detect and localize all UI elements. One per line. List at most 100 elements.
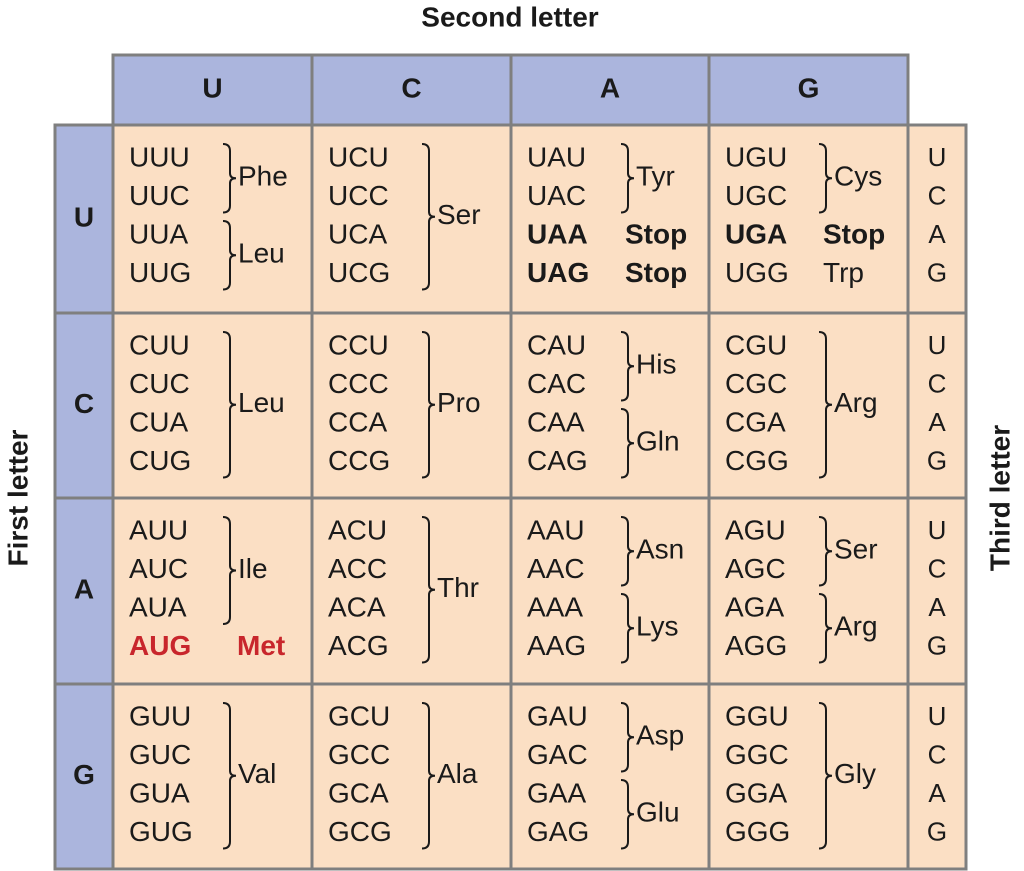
codon: GCC bbox=[328, 739, 390, 770]
bracket bbox=[818, 702, 833, 850]
codon: CUA bbox=[129, 406, 188, 437]
codon: GUC bbox=[129, 739, 191, 770]
bracket bbox=[421, 143, 436, 291]
third-letter: C bbox=[928, 368, 947, 398]
codon: CCU bbox=[328, 329, 389, 360]
bracket bbox=[620, 143, 635, 214]
bracket bbox=[421, 702, 436, 850]
codon: CUG bbox=[129, 445, 191, 476]
codon: GGU bbox=[725, 700, 789, 731]
codon: AAC bbox=[527, 553, 585, 584]
codon: ACG bbox=[328, 630, 389, 661]
third-letter: A bbox=[928, 778, 946, 808]
codon: UUG bbox=[129, 257, 191, 288]
codon: AAU bbox=[527, 514, 585, 545]
codon: AGC bbox=[725, 553, 786, 584]
row-letter: C bbox=[74, 388, 94, 419]
codon: GGC bbox=[725, 739, 789, 770]
bracket bbox=[620, 779, 635, 850]
codon: AUG bbox=[129, 630, 191, 661]
codon: CAU bbox=[527, 329, 586, 360]
amino-acid: Gln bbox=[636, 426, 680, 457]
amino-acid: Glu bbox=[636, 797, 680, 828]
third-letter: U bbox=[928, 701, 947, 731]
amino-acid: Stop bbox=[823, 218, 885, 249]
amino-acid: Gly bbox=[834, 758, 876, 789]
amino-acid: Ser bbox=[437, 199, 481, 230]
codon: UUU bbox=[129, 141, 190, 172]
row-letter: U bbox=[74, 201, 94, 232]
codon-cell bbox=[509, 311, 711, 500]
amino-acid: Lys bbox=[636, 611, 679, 642]
third-cell bbox=[906, 311, 968, 500]
amino-acid: Tyr bbox=[636, 161, 675, 192]
bracket bbox=[222, 143, 237, 214]
codon: AUU bbox=[129, 514, 188, 545]
row-header bbox=[53, 311, 115, 500]
codon: GAC bbox=[527, 739, 588, 770]
codon-cell bbox=[707, 311, 910, 500]
codon: CAC bbox=[527, 368, 586, 399]
third-letter: G bbox=[927, 630, 947, 660]
codon: GGA bbox=[725, 777, 788, 808]
codon-cell bbox=[111, 311, 314, 500]
column-header bbox=[310, 53, 513, 127]
third-letter: C bbox=[928, 553, 947, 583]
codon: UGA bbox=[725, 218, 787, 249]
codon: UCG bbox=[328, 257, 390, 288]
bracket bbox=[620, 408, 635, 479]
codon: CGC bbox=[725, 368, 787, 399]
bracket bbox=[421, 516, 436, 664]
codon: UCU bbox=[328, 141, 389, 172]
row-letter: G bbox=[73, 759, 95, 790]
third-letter: A bbox=[928, 592, 946, 622]
amino-acid: Trp bbox=[823, 257, 864, 288]
codon: CCA bbox=[328, 406, 387, 437]
third-letter: C bbox=[928, 180, 947, 210]
codon: UAC bbox=[527, 180, 586, 211]
amino-acid: Pro bbox=[437, 387, 481, 418]
codon: AGA bbox=[725, 591, 784, 622]
second-letter-label: Second letter bbox=[421, 1, 598, 32]
row-header bbox=[53, 682, 115, 871]
bracket bbox=[818, 143, 833, 214]
third-cell bbox=[906, 496, 968, 686]
codon: CGG bbox=[725, 445, 789, 476]
codon: UGU bbox=[725, 141, 787, 172]
codon-cell bbox=[111, 496, 314, 686]
amino-acid: Asn bbox=[636, 534, 684, 565]
codon: CCC bbox=[328, 368, 389, 399]
amino-acid: Arg bbox=[834, 387, 878, 418]
column-letter: U bbox=[202, 72, 222, 103]
codon: CUC bbox=[129, 368, 190, 399]
codon-cell bbox=[310, 496, 513, 686]
amino-acid: Phe bbox=[238, 161, 288, 192]
codon: UAU bbox=[527, 141, 586, 172]
codon: UGC bbox=[725, 180, 787, 211]
codon-cell bbox=[509, 123, 711, 315]
column-letter: G bbox=[798, 72, 820, 103]
third-letter: U bbox=[928, 330, 947, 360]
bracket bbox=[818, 516, 833, 587]
codon-cell bbox=[509, 682, 711, 871]
bracket bbox=[620, 331, 635, 402]
row-letter: A bbox=[74, 573, 94, 604]
amino-acid: Met bbox=[237, 630, 285, 661]
codon: CCG bbox=[328, 445, 390, 476]
codon: UCA bbox=[328, 218, 387, 249]
codon: GCG bbox=[328, 816, 392, 847]
codon: CAA bbox=[527, 406, 585, 437]
third-letter-label: Third letter bbox=[984, 425, 1015, 571]
third-letter: U bbox=[928, 142, 947, 172]
amino-acid: Asp bbox=[636, 720, 684, 751]
bracket bbox=[620, 702, 635, 773]
codon: UUC bbox=[129, 180, 190, 211]
amino-acid: Val bbox=[238, 758, 276, 789]
bracket bbox=[818, 331, 833, 479]
amino-acid: Stop bbox=[625, 218, 687, 249]
codon-cell bbox=[310, 682, 513, 871]
first-letter-label: First letter bbox=[2, 429, 33, 566]
codon: GCA bbox=[328, 777, 389, 808]
codon: GAA bbox=[527, 777, 586, 808]
